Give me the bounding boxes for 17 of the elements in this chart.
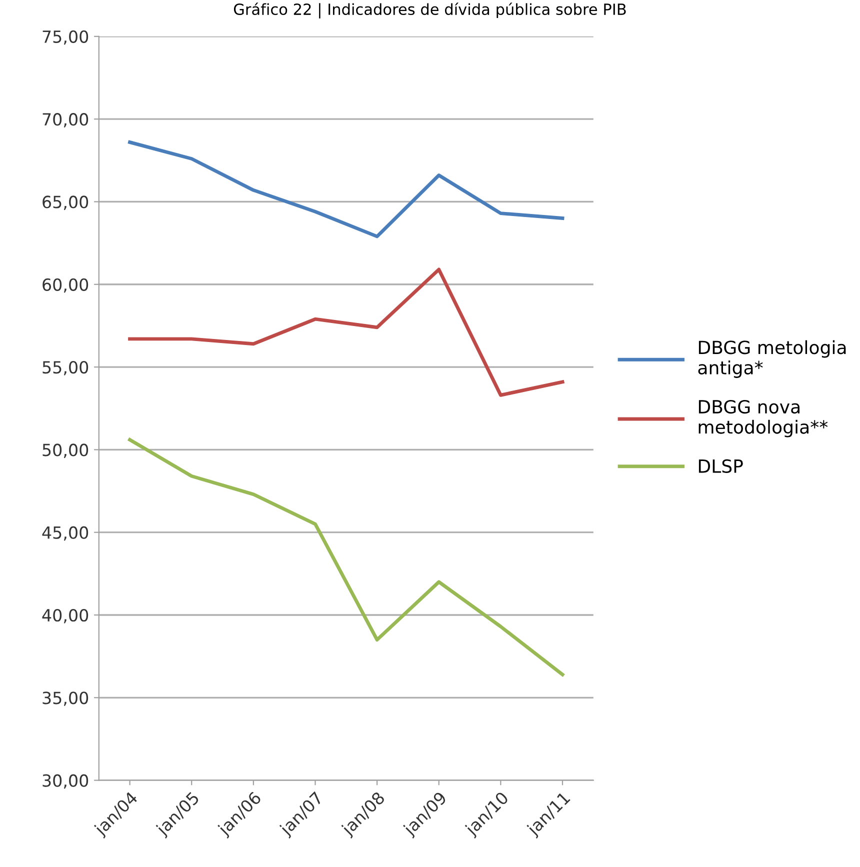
y-tick-label: 55,00 <box>42 360 88 376</box>
y-tick-label: 50,00 <box>42 444 88 458</box>
y-tick-label: 65,00 <box>42 196 88 210</box>
legend-label: DBGG metologia antiga* <box>698 340 846 378</box>
legend-label: DLSP <box>698 459 743 473</box>
y-tick-label: 60,00 <box>42 278 88 293</box>
y-tick-label: 75,00 <box>42 30 88 45</box>
y-tick-label: 70,00 <box>42 113 88 128</box>
y-tick-label: 30,00 <box>42 774 88 789</box>
line-series <box>128 140 564 238</box>
line-series <box>128 438 564 676</box>
legend-label: DBGG nova metodologia** <box>698 400 828 438</box>
y-tick-label: 40,00 <box>42 608 88 624</box>
y-tick-label: 45,00 <box>42 526 88 541</box>
chart-title: Gráfico 22 | Indicadores de dívida pública sobre PIB <box>234 2 626 18</box>
y-tick-label: 35,00 <box>42 692 88 706</box>
line-series <box>128 268 564 397</box>
